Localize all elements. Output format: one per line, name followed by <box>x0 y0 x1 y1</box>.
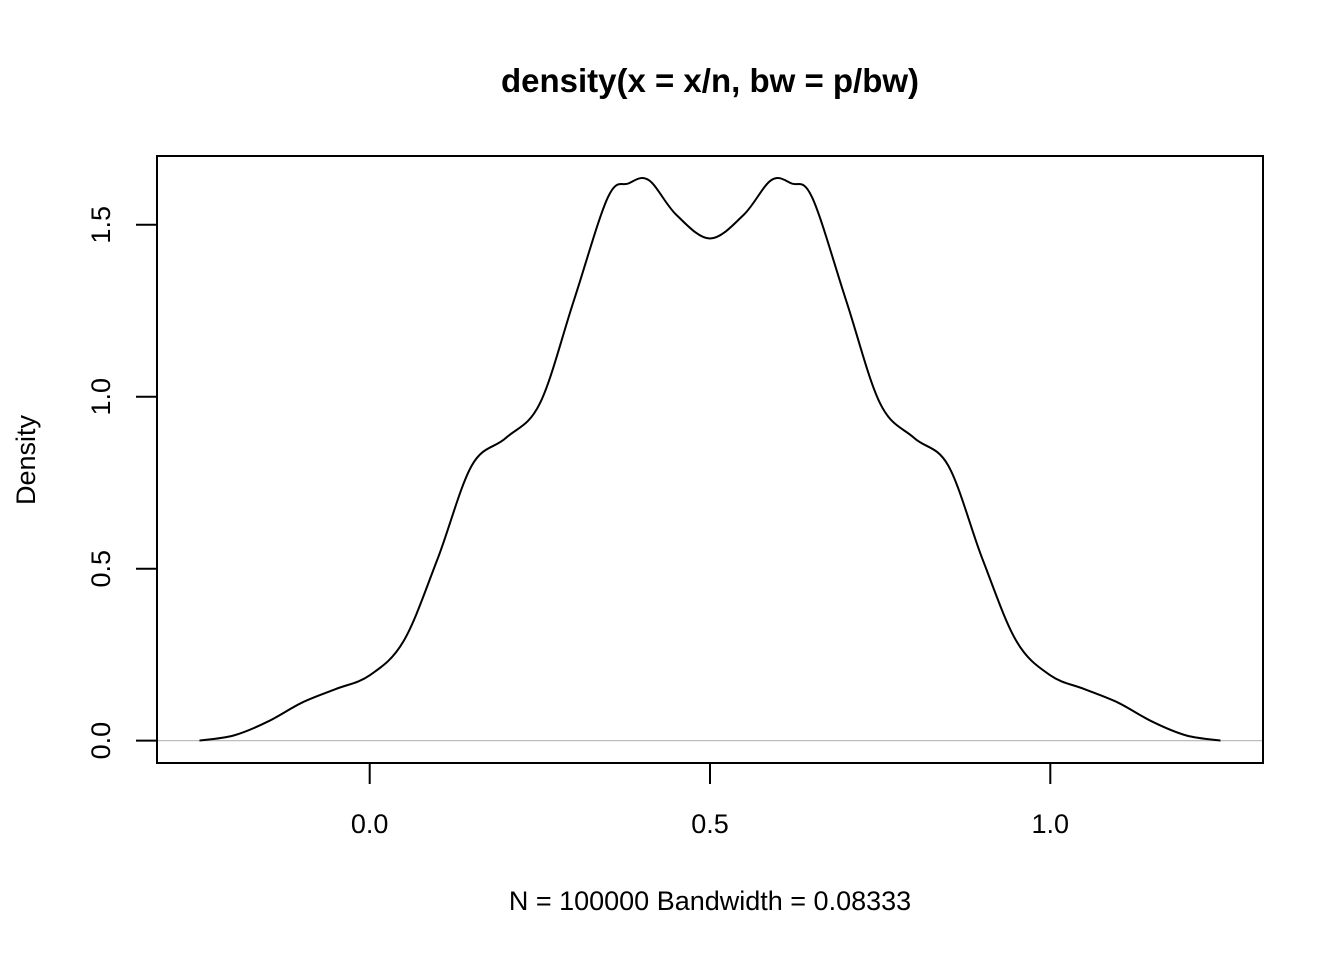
y-tick-label: 1.5 <box>86 206 116 244</box>
plot-frame <box>156 155 1264 764</box>
x-tick-label: 0.5 <box>691 809 729 839</box>
x-tick-label: 0.0 <box>351 809 389 839</box>
x-tick-label: 1.0 <box>1032 809 1070 839</box>
x-axis: 0.0 0.5 1.0 <box>351 762 1070 839</box>
x-axis-label: N = 100000 Bandwidth = 0.08333 <box>509 886 911 916</box>
y-axis-label: Density <box>11 414 41 505</box>
y-tick-label: 0.0 <box>86 722 116 760</box>
y-tick-label: 0.5 <box>86 550 116 588</box>
y-axis: 0.0 0.5 1.0 1.5 <box>86 206 158 760</box>
chart-title: density(x = x/n, bw = p/bw) <box>501 62 919 99</box>
y-tick-label: 1.0 <box>86 378 116 416</box>
density-curve <box>199 177 1221 742</box>
